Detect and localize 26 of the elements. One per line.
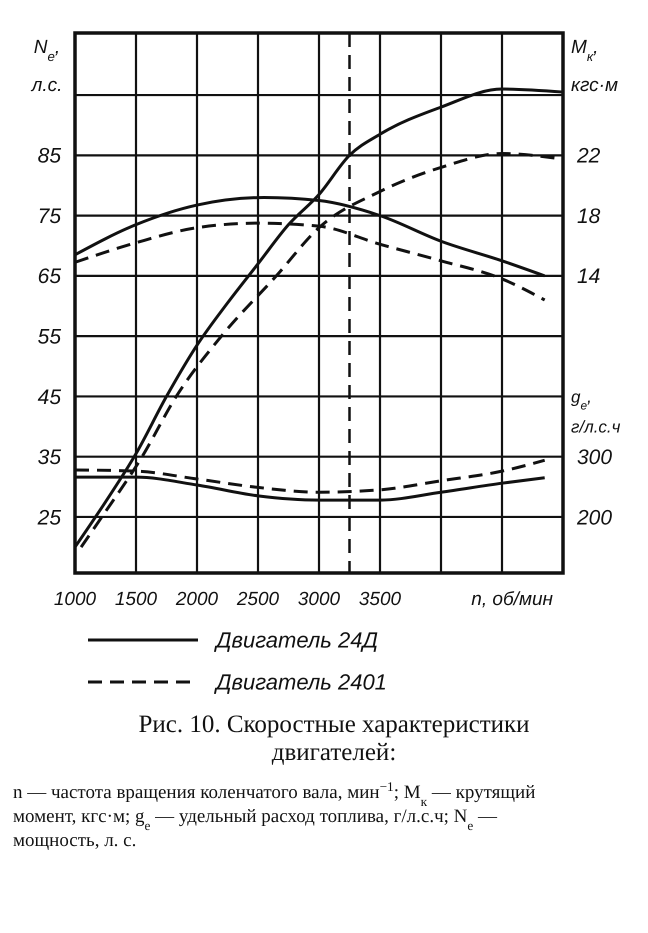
y3-tick-label: 300 bbox=[577, 446, 612, 470]
x-tick-label: 3500 bbox=[358, 589, 402, 610]
x-axis-title: n, об/мин bbox=[471, 589, 554, 610]
y-tick-label: 55 bbox=[38, 325, 62, 348]
y-tick-label: 85 bbox=[38, 144, 62, 168]
y-tick-label: 35 bbox=[38, 446, 62, 470]
text: Рис. 10. Скоростные характеристики двигателей: bbox=[138, 711, 530, 766]
y-tick-label: 25 bbox=[36, 506, 62, 530]
x-tick-label: 3000 bbox=[298, 589, 341, 610]
text: n — частота вращения коленчатого вала, мин$^{−1}$; M$_{к}$ — крутящий момент, кгс·м; g$_{e}$ — удельный расход топлива, г/л.с.ч; N$_{e}$ — мощность, л. с. bbox=[13, 778, 536, 851]
y-axis-title: N$_{e}$, л.с. bbox=[30, 37, 62, 96]
y-tick-label: 65 bbox=[38, 265, 62, 288]
y3-axis-title: g$_{e}$, г/л.с.ч bbox=[571, 387, 621, 436]
y-tick-label: 45 bbox=[38, 386, 62, 409]
y2-tick-label: 14 bbox=[577, 265, 600, 288]
x-tick-label: 2500 bbox=[236, 589, 280, 610]
legend-label: Двигатель 2401 bbox=[213, 670, 387, 695]
y3-tick-label: 200 bbox=[576, 506, 612, 530]
y2-tick-label: 18 bbox=[577, 204, 601, 228]
y2-axis-title: M$_{к}$, кгс·м bbox=[571, 37, 618, 96]
x-tick-label: 1500 bbox=[114, 589, 158, 610]
legend-label: Двигатель 24Д bbox=[213, 628, 378, 653]
x-tick-label: 2000 bbox=[174, 589, 219, 610]
y2-tick-label: 22 bbox=[576, 144, 601, 168]
y-tick-label: 75 bbox=[38, 204, 62, 228]
x-tick-label: 1000 bbox=[54, 589, 97, 610]
